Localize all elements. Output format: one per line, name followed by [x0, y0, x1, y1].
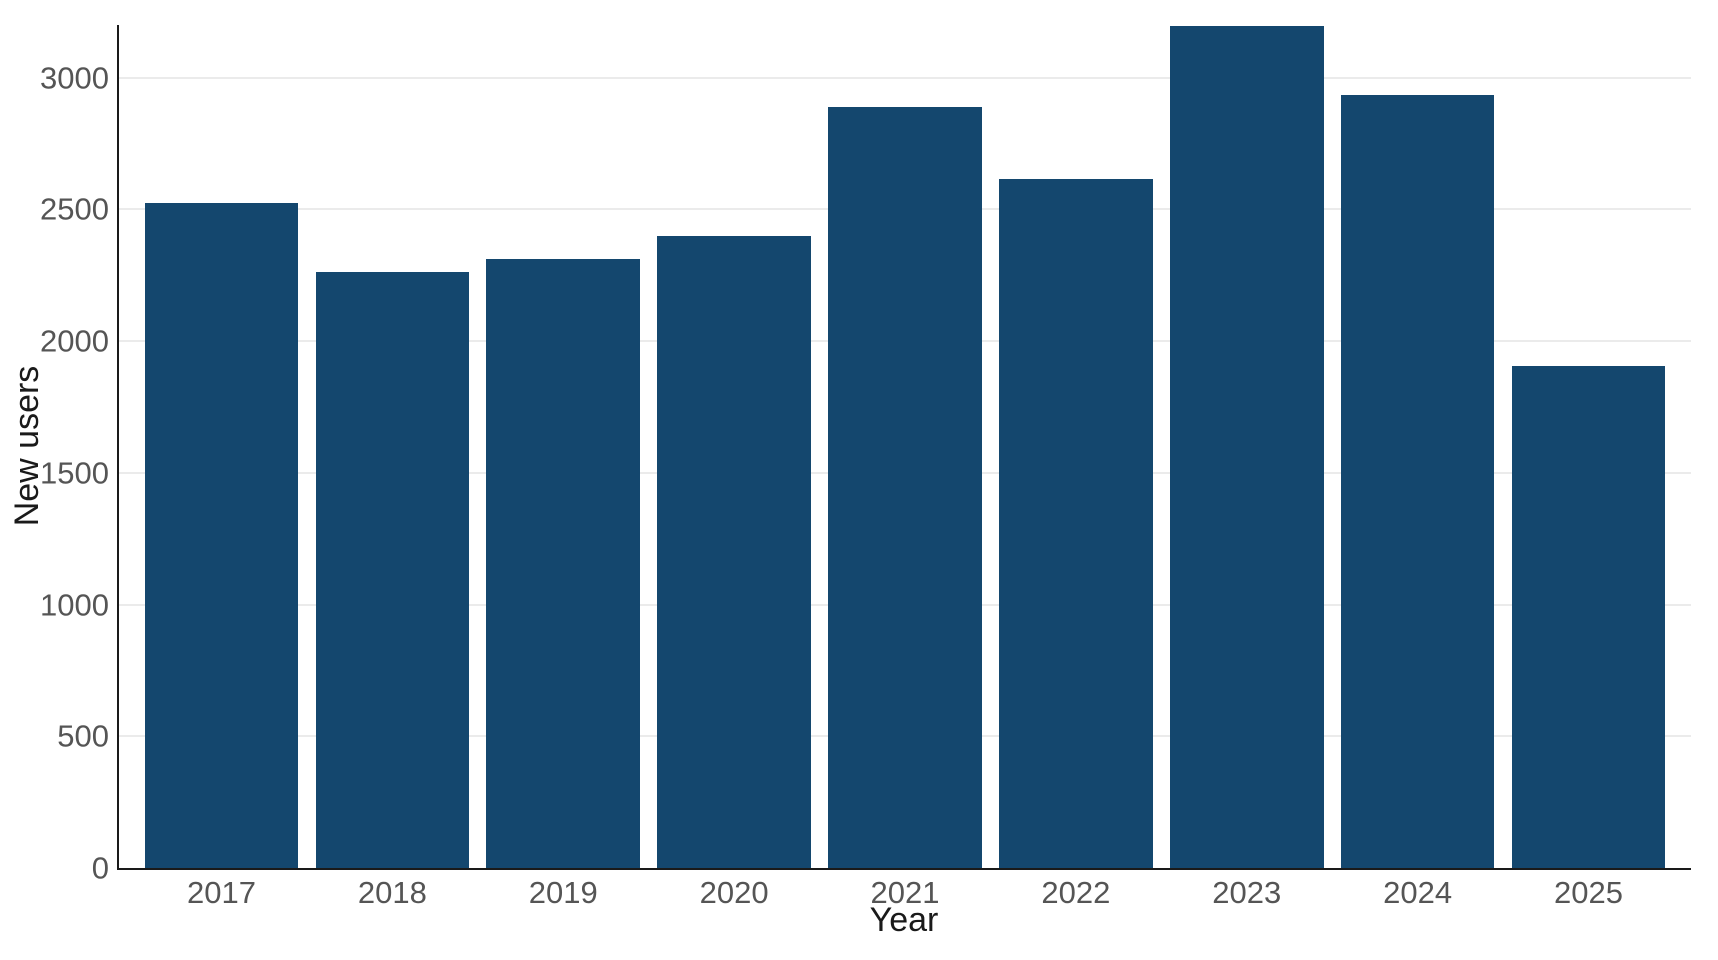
- bar-2018: [315, 272, 470, 868]
- x-tick-label-2021: 2021: [870, 875, 940, 910]
- y-tick-label-3000: 3000: [40, 60, 109, 96]
- x-tick-label-2017: 2017: [187, 875, 256, 910]
- bar-2023: [1169, 25, 1324, 868]
- bar-2021: [828, 107, 982, 868]
- bar-2017: [144, 202, 299, 868]
- x-tick-label-2020: 2020: [699, 875, 769, 910]
- y-tick-label-1000: 1000: [40, 587, 109, 623]
- x-tick-label-2019: 2019: [528, 875, 598, 910]
- bar-2025: [1511, 365, 1666, 868]
- y-tick-label-500: 500: [57, 718, 109, 754]
- x-tick-label-2023: 2023: [1212, 875, 1282, 910]
- y-tick-label-1500: 1500: [40, 455, 109, 491]
- y-tick-label-2000: 2000: [40, 323, 109, 359]
- bar-2020: [657, 235, 812, 868]
- plot-area: 0 500 1000 1500 2000 2500 3000 2017 2018 2019 202…: [40, 25, 1691, 908]
- bar-2022: [998, 178, 1153, 868]
- y-tick-label-2500: 2500: [40, 191, 109, 227]
- x-axis-title: Year: [869, 901, 939, 939]
- x-tick-label-2025: 2025: [1553, 875, 1623, 910]
- gridline-3000: [119, 76, 1691, 79]
- x-tick-label-2018: 2018: [357, 875, 427, 910]
- y-tick-label-0: 0: [91, 850, 109, 886]
- x-tick-label-2024: 2024: [1383, 875, 1453, 910]
- y-axis-title: New users: [8, 365, 46, 527]
- bar-2019: [486, 259, 641, 868]
- x-tick-label-2022: 2022: [1041, 875, 1111, 910]
- bar-2024: [1340, 94, 1495, 868]
